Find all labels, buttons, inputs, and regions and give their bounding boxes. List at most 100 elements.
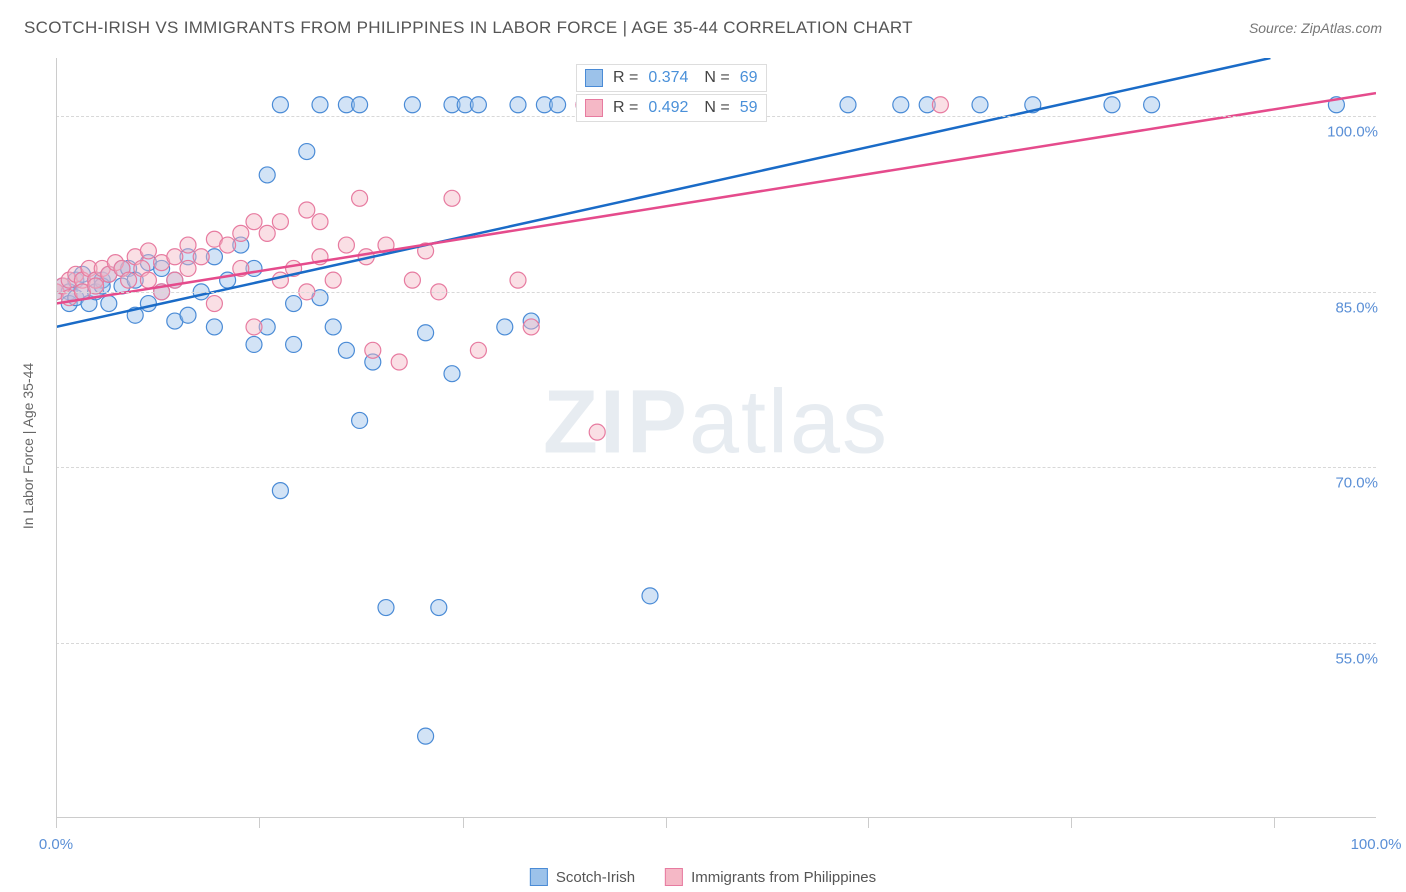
data-point — [180, 307, 196, 323]
r-value: 0.492 — [648, 99, 688, 117]
data-point — [444, 366, 460, 382]
legend-swatch-icon — [530, 868, 548, 886]
data-point — [220, 237, 236, 253]
data-point — [550, 97, 566, 113]
data-point — [418, 325, 434, 341]
legend-item-2: Immigrants from Philippines — [665, 868, 876, 886]
r-label: R = — [613, 99, 638, 117]
x-tick — [259, 818, 260, 828]
y-axis-label: In Labor Force | Age 35-44 — [20, 363, 36, 529]
data-point — [391, 354, 407, 370]
source-attribution: Source: ZipAtlas.com — [1249, 20, 1382, 36]
legend-swatch-icon — [585, 69, 603, 87]
data-point — [431, 600, 447, 616]
data-point — [312, 214, 328, 230]
data-point — [299, 144, 315, 160]
data-point — [193, 249, 209, 265]
r-value: 0.374 — [648, 69, 688, 87]
data-point — [167, 249, 183, 265]
data-point — [206, 296, 222, 312]
data-point — [299, 202, 315, 218]
data-point — [1144, 97, 1160, 113]
y-tick-label: 100.0% — [1327, 124, 1378, 141]
data-point — [589, 424, 605, 440]
data-point — [325, 319, 341, 335]
chart-plot-area: ZIPatlas 55.0%70.0%85.0%100.0%0.0%100.0%… — [56, 58, 1376, 818]
data-point — [418, 728, 434, 744]
data-point — [180, 237, 196, 253]
r-label: R = — [613, 69, 638, 87]
data-point — [246, 336, 262, 352]
data-point — [272, 97, 288, 113]
data-point — [246, 214, 262, 230]
data-point — [510, 272, 526, 288]
legend-label: Immigrants from Philippines — [691, 869, 876, 886]
data-point — [352, 190, 368, 206]
stats-box: R = 0.374 N = 69 — [576, 64, 767, 92]
data-point — [272, 272, 288, 288]
data-point — [404, 97, 420, 113]
data-point — [140, 272, 156, 288]
bottom-legend: Scotch-Irish Immigrants from Philippines — [530, 868, 876, 886]
data-point — [365, 342, 381, 358]
data-point — [378, 600, 394, 616]
x-tick — [1071, 818, 1072, 828]
x-tick — [1274, 818, 1275, 828]
data-point — [470, 97, 486, 113]
data-point — [932, 97, 948, 113]
data-point — [259, 167, 275, 183]
data-point — [272, 214, 288, 230]
data-point — [140, 243, 156, 259]
y-axis-line — [56, 58, 57, 818]
n-label: N = — [704, 99, 729, 117]
data-point — [404, 272, 420, 288]
data-point — [140, 296, 156, 312]
trend-line — [56, 93, 1376, 303]
data-point — [444, 190, 460, 206]
data-point — [840, 97, 856, 113]
y-tick-label: 70.0% — [1335, 475, 1378, 492]
data-point — [286, 296, 302, 312]
y-tick-label: 55.0% — [1335, 650, 1378, 667]
grid-line — [56, 643, 1376, 644]
data-point — [286, 336, 302, 352]
data-point — [338, 237, 354, 253]
data-point — [180, 260, 196, 276]
n-value: 59 — [740, 99, 758, 117]
x-tick — [463, 818, 464, 828]
grid-line — [56, 292, 1376, 293]
chart-title: SCOTCH-IRISH VS IMMIGRANTS FROM PHILIPPI… — [24, 18, 913, 38]
data-point — [352, 412, 368, 428]
data-point — [325, 272, 341, 288]
data-point — [972, 97, 988, 113]
data-point — [523, 319, 539, 335]
legend-label: Scotch-Irish — [556, 869, 635, 886]
legend-item-1: Scotch-Irish — [530, 868, 635, 886]
data-point — [121, 272, 137, 288]
stats-box: R = 0.492 N = 59 — [576, 94, 767, 122]
n-value: 69 — [740, 69, 758, 87]
data-point — [497, 319, 513, 335]
grid-line — [56, 467, 1376, 468]
data-point — [1104, 97, 1120, 113]
x-tick-label: 100.0% — [1351, 836, 1402, 853]
x-tick — [56, 818, 57, 828]
x-tick — [666, 818, 667, 828]
x-tick — [868, 818, 869, 828]
data-point — [272, 483, 288, 499]
data-point — [101, 296, 117, 312]
scatter-plot — [56, 58, 1376, 818]
data-point — [206, 319, 222, 335]
data-point — [338, 342, 354, 358]
data-point — [246, 319, 262, 335]
data-point — [510, 97, 526, 113]
data-point — [312, 97, 328, 113]
data-point — [893, 97, 909, 113]
legend-swatch-icon — [585, 99, 603, 117]
data-point — [259, 225, 275, 241]
x-tick-label: 0.0% — [39, 836, 73, 853]
legend-swatch-icon — [665, 868, 683, 886]
n-label: N = — [704, 69, 729, 87]
y-tick-label: 85.0% — [1335, 299, 1378, 316]
x-axis-line — [56, 817, 1376, 818]
